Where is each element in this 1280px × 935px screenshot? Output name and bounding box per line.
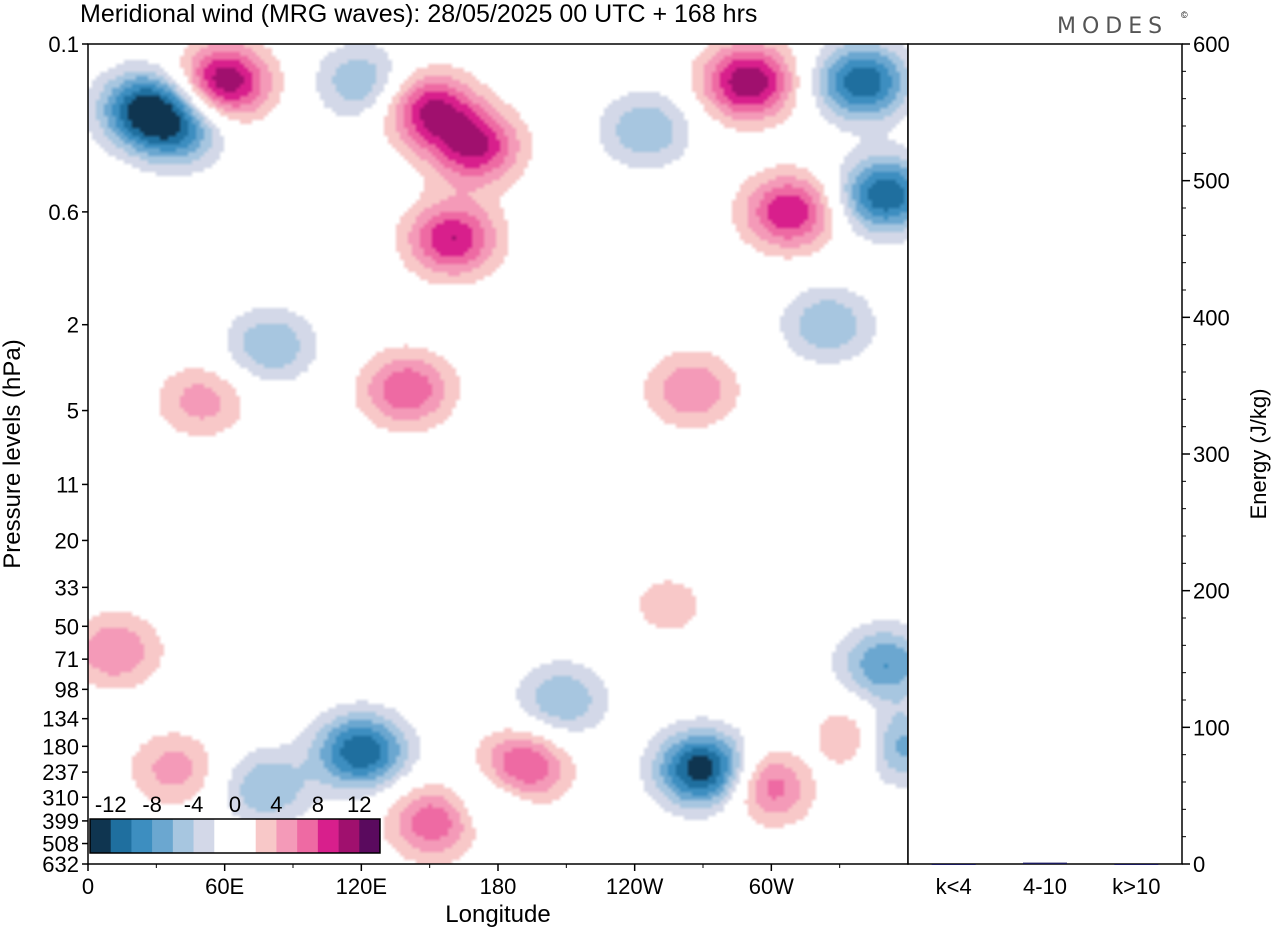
- longitude-tick-label: 0: [82, 874, 94, 899]
- energy-plot-frame: [907, 43, 1183, 865]
- energy-category-label: k>10: [1112, 874, 1160, 899]
- energy-bar: [931, 864, 976, 865]
- pressure-tick-label: 2: [67, 313, 79, 338]
- energy-category-label: k<4: [936, 874, 972, 899]
- energy-bar: [1023, 862, 1067, 864]
- chart-title: Meridional wind (MRG waves): 28/05/2025 …: [80, 0, 757, 28]
- pressure-axis: 0.1 0.6 2 5 11 20 33 50 71 98 13418023731039950863…: [42, 32, 88, 877]
- pressure-tick-label: 180: [42, 734, 79, 759]
- colorbar-swatch: [193, 819, 215, 853]
- pressure-tick-label: 5: [67, 399, 79, 424]
- pressure-tick-label: 237: [42, 760, 79, 785]
- colorbar-frame: [89, 818, 381, 854]
- energy-axis: 0 100 200 300 400 500 600: [1182, 32, 1230, 877]
- energy-tick-label: 500: [1193, 169, 1230, 194]
- longitude-tick-label: 120W: [606, 874, 664, 899]
- pressure-tick-label: 98: [55, 677, 79, 702]
- colorbar-swatch: [131, 819, 153, 853]
- colorbar-label: 12: [347, 792, 371, 817]
- colorbar-swatch: [255, 819, 277, 853]
- colorbar-swatch: [214, 819, 236, 853]
- colorbar-label: 4: [270, 792, 282, 817]
- pressure-tick-label: 0.6: [48, 200, 79, 225]
- colorbar-swatch: [338, 819, 360, 853]
- colorbar-label: -8: [142, 792, 162, 817]
- pressure-tick-label: 399: [42, 809, 79, 834]
- colorbar-swatch: [90, 819, 112, 853]
- longitude-axis: 0 60E 120E 180 120W 60W: [82, 864, 841, 899]
- energy-tick-label: 600: [1193, 32, 1230, 57]
- energy-category-label: 4-10: [1023, 874, 1067, 899]
- energy-bar-chart: k<4 4-10 k>10: [931, 862, 1160, 899]
- longitude-tick-label: 180: [480, 874, 517, 899]
- colorbar-label: -4: [184, 792, 204, 817]
- longitude-tick-label: 120E: [336, 874, 387, 899]
- colorbar-swatch: [276, 819, 298, 853]
- colorbar-swatch: [235, 819, 257, 853]
- energy-tick-label: 300: [1193, 442, 1230, 467]
- pressure-tick-label: 50: [55, 614, 79, 639]
- colorbar-label: 0: [229, 792, 241, 817]
- meridional-wind-field: [88, 44, 908, 864]
- longitude-tick-label: 60W: [749, 874, 794, 899]
- pressure-tick-label: 134: [42, 707, 79, 732]
- colorbar: -12 -8 -4 0 4 8 12: [89, 792, 381, 854]
- energy-axis-label: Energy (J/kg): [1246, 389, 1271, 520]
- heatmap-plot-area: [88, 44, 908, 864]
- colorbar-swatch: [317, 819, 339, 853]
- energy-tick-label: 0: [1193, 852, 1205, 877]
- brand-logo: MODES: [1057, 14, 1168, 39]
- colorbar-label: -12: [95, 792, 127, 817]
- longitude-axis-label: Longitude: [445, 901, 550, 928]
- colorbar-swatch: [172, 819, 194, 853]
- energy-tick-label: 400: [1193, 305, 1230, 330]
- colorbar-swatch: [297, 819, 319, 853]
- colorbar-label: 8: [312, 792, 324, 817]
- energy-bar: [1114, 864, 1159, 865]
- pressure-tick-label: 310: [42, 785, 79, 810]
- pressure-tick-label: 71: [55, 647, 79, 672]
- energy-tick-label: 100: [1193, 715, 1230, 740]
- pressure-axis-label: Pressure levels (hPa): [0, 339, 26, 568]
- colorbar-swatch: [152, 819, 174, 853]
- colorbar-swatch: [110, 819, 132, 853]
- brand-mark: ©: [1181, 10, 1188, 20]
- longitude-tick-label: 60E: [205, 874, 244, 899]
- pressure-tick-label: 20: [55, 528, 79, 553]
- pressure-tick-label: 11: [56, 472, 79, 497]
- colorbar-swatch: [359, 819, 381, 853]
- pressure-tick-label: 0.1: [48, 32, 79, 57]
- pressure-tick-label: 632: [42, 852, 79, 877]
- pressure-tick-label: 508: [42, 832, 79, 857]
- pressure-tick-label: 33: [55, 575, 79, 600]
- energy-tick-label: 200: [1193, 579, 1230, 604]
